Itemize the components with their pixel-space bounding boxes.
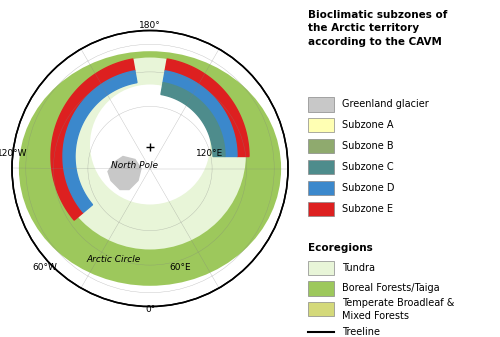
Text: Boreal Forests/Taiga: Boreal Forests/Taiga xyxy=(342,283,440,294)
Polygon shape xyxy=(108,156,141,189)
FancyBboxPatch shape xyxy=(308,97,334,112)
Text: Greenland glacier: Greenland glacier xyxy=(342,99,429,110)
Text: 60°E: 60°E xyxy=(169,264,191,273)
Text: North Pole: North Pole xyxy=(111,161,158,171)
Text: 60°W: 60°W xyxy=(32,264,58,273)
FancyBboxPatch shape xyxy=(308,139,334,153)
Text: Subzone D: Subzone D xyxy=(342,183,394,193)
Polygon shape xyxy=(165,59,249,156)
Text: Bioclimatic subzones of
the Arctic territory
according to the CAVM: Bioclimatic subzones of the Arctic terri… xyxy=(308,10,448,47)
Text: 0°: 0° xyxy=(145,306,155,314)
FancyBboxPatch shape xyxy=(308,160,334,174)
Ellipse shape xyxy=(90,85,210,205)
Ellipse shape xyxy=(54,58,246,249)
Text: 180°: 180° xyxy=(139,21,161,30)
FancyBboxPatch shape xyxy=(308,281,334,296)
Text: Ecoregions: Ecoregions xyxy=(308,243,373,253)
FancyBboxPatch shape xyxy=(308,181,334,195)
FancyBboxPatch shape xyxy=(308,261,334,275)
FancyBboxPatch shape xyxy=(308,118,334,132)
Text: Subzone E: Subzone E xyxy=(342,204,393,214)
FancyBboxPatch shape xyxy=(308,302,334,316)
Polygon shape xyxy=(161,83,225,156)
Text: 120°W: 120°W xyxy=(0,150,27,158)
Text: Treeline: Treeline xyxy=(342,327,380,337)
Text: Subzone C: Subzone C xyxy=(342,162,394,172)
Text: Temperate Broadleaf &
Mixed Forests: Temperate Broadleaf & Mixed Forests xyxy=(342,298,454,320)
Polygon shape xyxy=(63,71,137,212)
Text: Subzone A: Subzone A xyxy=(342,120,394,130)
FancyBboxPatch shape xyxy=(308,202,334,216)
Polygon shape xyxy=(163,71,237,156)
Ellipse shape xyxy=(12,31,288,306)
Ellipse shape xyxy=(19,51,281,286)
Text: 120°E: 120°E xyxy=(196,150,224,158)
Text: Arctic Circle: Arctic Circle xyxy=(87,254,141,264)
Text: Subzone B: Subzone B xyxy=(342,141,394,151)
Polygon shape xyxy=(51,59,135,220)
Text: Tundra: Tundra xyxy=(342,263,375,273)
